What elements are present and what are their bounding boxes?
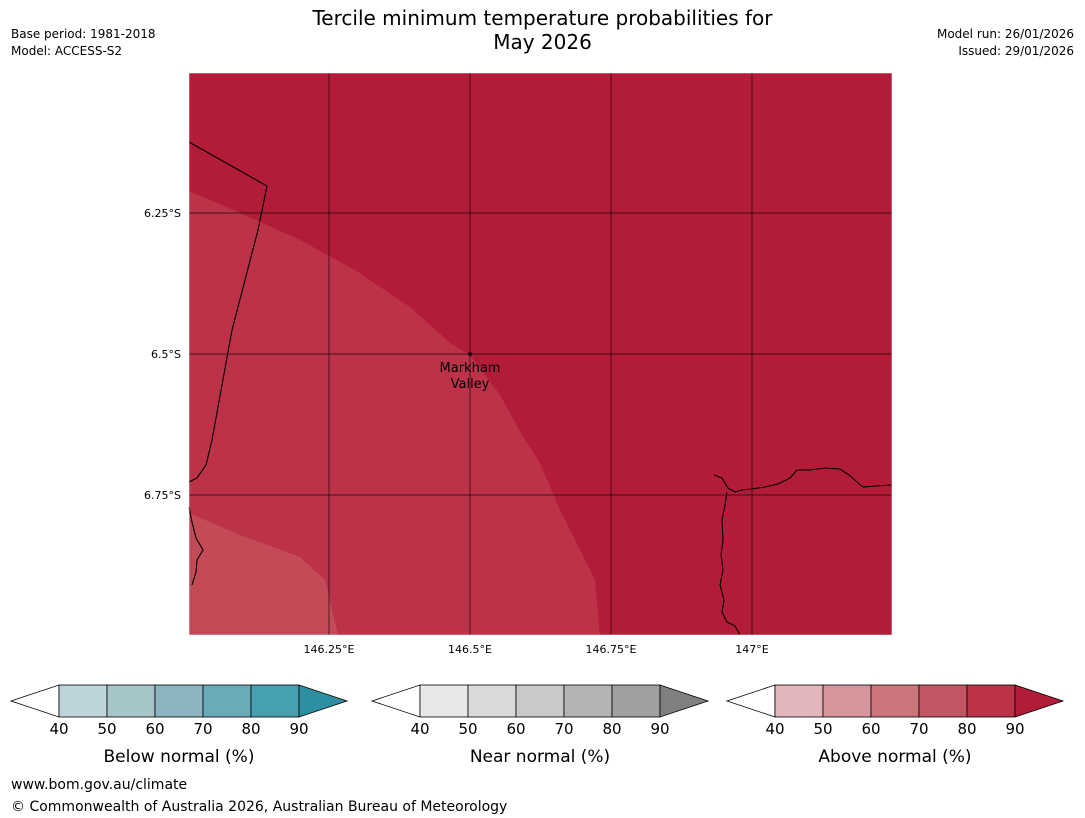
meta-left: Base period: 1981-2018 Model: ACCESS-S2	[11, 26, 156, 60]
meta-right: Model run: 26/01/2026 Issued: 29/01/2026	[937, 26, 1074, 60]
place-marker	[468, 352, 472, 356]
lat-label: 6.25°S	[144, 207, 181, 220]
lat-label: 6.75°S	[144, 489, 181, 502]
colorbar-title: Below normal (%)	[104, 747, 255, 767]
colorbar-tick-label: 80	[957, 720, 976, 738]
lat-label: 6.5°S	[151, 348, 181, 361]
colorbar-title: Above normal (%)	[818, 747, 971, 767]
colorbar-segment	[563, 684, 613, 718]
colorbar-segment	[611, 684, 661, 718]
model-run-text: Model run: 26/01/2026	[936, 27, 1074, 41]
colorbar-right-extend	[659, 684, 710, 718]
colorbar-tick-label: 90	[1005, 720, 1024, 738]
colorbar-segment	[966, 684, 1016, 718]
lon-label: 146.25°E	[304, 643, 355, 656]
colorbar-left-extend	[725, 684, 776, 718]
colorbar-right-extend	[298, 684, 349, 718]
colorbar-tick-label: 90	[289, 720, 308, 738]
colorbar-segment	[774, 684, 824, 718]
base-period-text: Base period: 1981-2018	[11, 27, 156, 41]
colorbar-tick-label: 50	[813, 720, 832, 738]
colorbar-tick-label: 40	[410, 720, 429, 738]
colorbar-tick-label: 70	[909, 720, 928, 738]
model-text: Model: ACCESS-S2	[11, 44, 123, 58]
legend-below-normal: 40 50 60 70 80 90 Below normal (%)	[9, 684, 349, 767]
coast-west	[188, 506, 204, 586]
lon-label: 147°E	[735, 643, 768, 656]
colorbar-left-extend	[9, 684, 60, 718]
colorbar-tick-label: 50	[97, 720, 116, 738]
river-line	[719, 491, 741, 636]
footer-url: www.bom.gov.au/climate	[11, 777, 188, 793]
title-line-1: Tercile minimum temperature probabilitie…	[312, 6, 773, 30]
colorbar-tick-label: 40	[49, 720, 68, 738]
colorbar-tick-label: 90	[650, 720, 669, 738]
title-line-2: May 2026	[493, 30, 592, 54]
map-frame	[188, 72, 893, 636]
colorbar-tick-label: 80	[241, 720, 260, 738]
coast-east	[713, 467, 893, 493]
colorbar-tick-label: 60	[506, 720, 525, 738]
colorbar-segment	[58, 684, 108, 718]
lon-label: 146.75°E	[586, 643, 637, 656]
lat-axis-labels: 6.25°S 6.5°S 6.75°S	[144, 207, 181, 502]
colorbar-tick-label: 70	[554, 720, 573, 738]
colorbar-segment	[918, 684, 968, 718]
colorbar-tick-label: 60	[145, 720, 164, 738]
colorbar-segment	[467, 684, 517, 718]
colorbar-segment	[419, 684, 469, 718]
legend-near-normal: 40 50 60 70 80 90 Near normal (%)	[370, 684, 710, 767]
place-label-line-1: Markham	[440, 361, 501, 376]
colorbar-segment	[154, 684, 204, 718]
map-panel: Markham Valley	[188, 72, 893, 636]
colorbar-left-extend	[370, 684, 421, 718]
footer-copyright: © Commonwealth of Australia 2026, Austra…	[11, 799, 508, 815]
colorbar-segment	[822, 684, 872, 718]
colorbar-segment	[515, 684, 565, 718]
colorbar-segment	[250, 684, 300, 718]
border-line	[188, 141, 268, 483]
colorbar-right-extend	[1014, 684, 1065, 718]
gridlines	[189, 73, 892, 635]
coastline	[188, 141, 893, 636]
place-label-line-2: Valley	[451, 377, 490, 392]
region-above-70	[189, 513, 338, 635]
legend-above-normal: 40 50 60 70 80 90 Above normal (%)	[725, 684, 1065, 767]
colorbar-tick-label: 70	[193, 720, 212, 738]
lon-axis-labels: 146.25°E 146.5°E 146.75°E 147°E	[304, 643, 769, 656]
region-above-80	[189, 191, 600, 635]
footer: www.bom.gov.au/climate © Commonwealth of…	[11, 774, 507, 818]
page-title: Tercile minimum temperature probabilitie…	[0, 6, 1085, 54]
colorbar-segment	[870, 684, 920, 718]
colorbar-segment	[202, 684, 252, 718]
issued-text: Issued: 29/01/2026	[958, 44, 1074, 58]
colorbar-tick-label: 80	[602, 720, 621, 738]
colorbar-tick-label: 60	[861, 720, 880, 738]
colorbar-tick-label: 50	[458, 720, 477, 738]
lon-label: 146.5°E	[448, 643, 492, 656]
colorbar-title: Near normal (%)	[470, 747, 610, 767]
colorbar-tick-label: 40	[765, 720, 784, 738]
colorbar-segment	[106, 684, 156, 718]
